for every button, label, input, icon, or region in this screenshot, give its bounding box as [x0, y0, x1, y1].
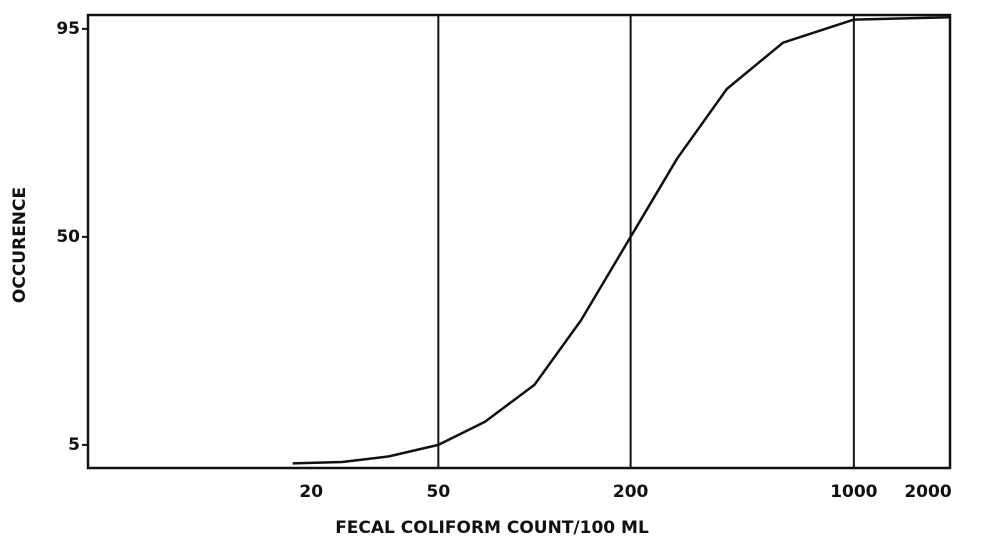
plot-frame	[86, 13, 952, 470]
x-tick-label: 200	[613, 482, 649, 502]
y-axis-label: OCCURENCE	[10, 187, 30, 303]
y-tick-label: 5	[68, 435, 80, 455]
y-tick-label: 50	[56, 227, 80, 247]
data-line	[292, 16, 951, 465]
y-tick-label: 95	[56, 19, 80, 39]
x-tick-label: 1000	[830, 482, 877, 502]
x-axis-label: FECAL COLIFORM COUNT/100 ML	[335, 518, 649, 538]
x-tick-label: 2000	[904, 482, 951, 502]
x-tick-label: 50	[426, 482, 450, 502]
x-tick-label: 20	[299, 482, 323, 502]
